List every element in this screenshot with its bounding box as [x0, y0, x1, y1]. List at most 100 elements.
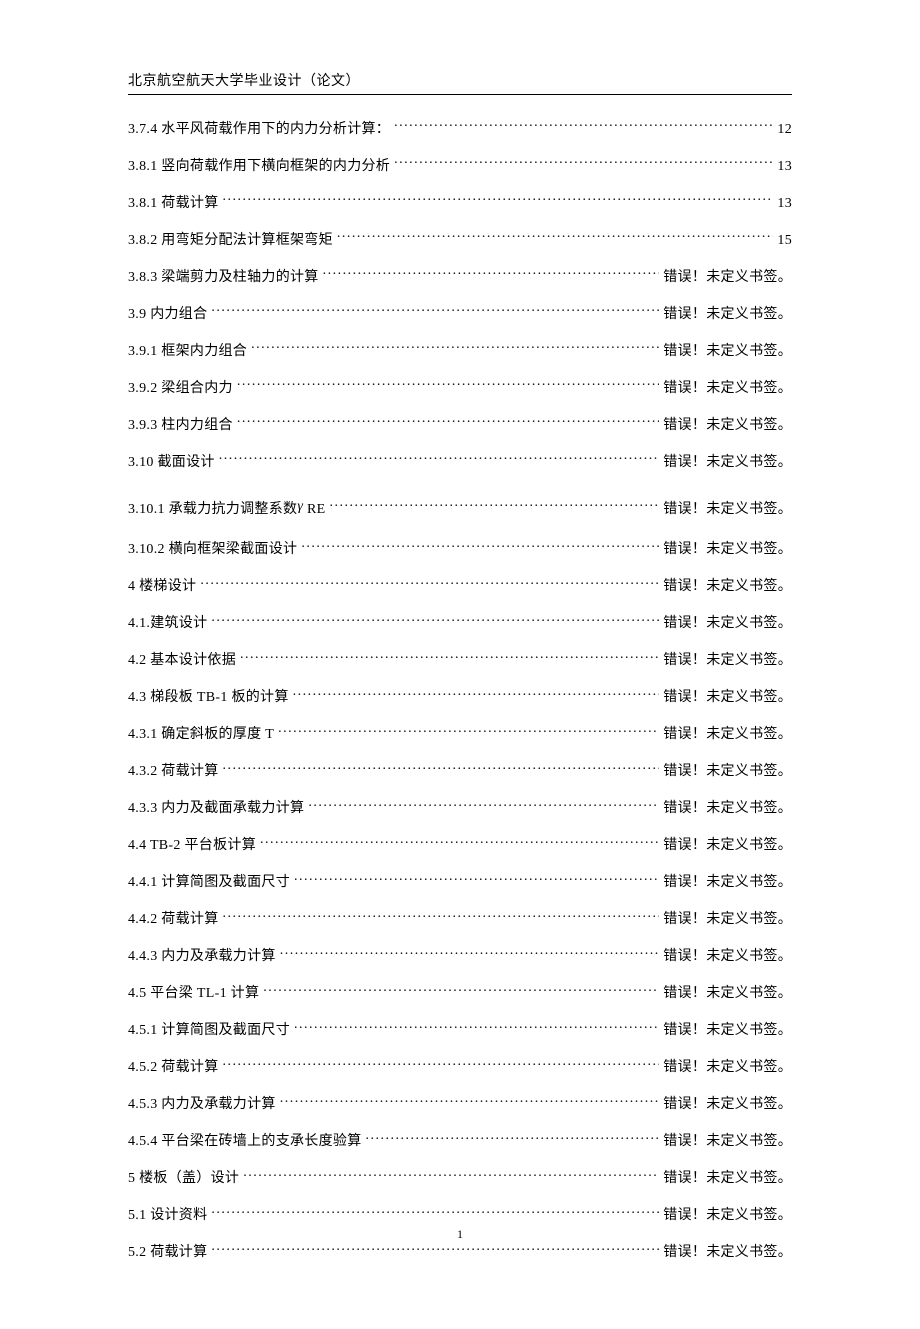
toc-entry: 4.3.3 内力及截面承载力计算 错误！未定义书签。 — [128, 798, 792, 819]
toc-entry-label: 4 楼梯设计 — [128, 577, 196, 597]
toc-leader-dots — [223, 193, 774, 207]
toc-entry: 4.3.1 确定斜板的厚度 T错误！未定义书签。 — [128, 724, 792, 745]
toc-entry-label: 4.2 基本设计依据 — [128, 651, 236, 671]
toc-entry: 3.7.4 水平风荷载作用下的内力分析计算： 12 — [128, 119, 792, 140]
toc-entry: 4.5.2 荷载计算 错误！未定义书签。 — [128, 1057, 792, 1078]
toc-entry: 3.8.1 荷载计算13 — [128, 193, 792, 214]
toc-entry: 4.2 基本设计依据 错误！未定义书签。 — [128, 650, 792, 671]
toc-leader-dots — [211, 1242, 659, 1256]
toc-entry-page: 错误！未定义书签。 — [663, 500, 792, 520]
toc-leader-dots — [394, 156, 773, 170]
toc-entry-page: 错误！未定义书签。 — [663, 1169, 792, 1189]
toc-entry-page: 错误！未定义书签。 — [663, 540, 792, 560]
toc-entry-page: 15 — [777, 231, 792, 251]
table-of-contents: 3.7.4 水平风荷载作用下的内力分析计算： 12 3.8.1 竖向荷载作用下横向框… — [128, 119, 792, 1279]
toc-entry-label: 4.5.3 内力及承载力计算 — [128, 1095, 276, 1115]
toc-entry-page: 错误！未定义书签。 — [663, 984, 792, 1004]
toc-entry-label-suffix: RE — [303, 502, 325, 517]
toc-entry: 4.4 TB-2 平台板计算错误！未定义书签。 — [128, 835, 792, 856]
toc-entry: 3.8.2 用弯矩分配法计算框架弯矩 15 — [128, 230, 792, 251]
toc-leader-dots — [223, 909, 660, 923]
toc-entry-page: 13 — [777, 194, 792, 214]
toc-entry-page: 错误！未定义书签。 — [663, 651, 792, 671]
toc-entry-label: 3.10 截面设计 — [128, 453, 215, 473]
toc-entry-page: 错误！未定义书签。 — [663, 379, 792, 399]
toc-entry-page: 错误！未定义书签。 — [663, 910, 792, 930]
toc-leader-dots — [237, 415, 659, 429]
toc-entry: 4.5.1 计算简图及截面尺寸错误！未定义书签。 — [128, 1020, 792, 1041]
toc-entry-label: 4.5.4 平台梁在砖墙上的支承长度验算 — [128, 1132, 362, 1152]
header-title: 北京航空航天大学毕业设计（论文） — [128, 70, 792, 90]
toc-leader-dots — [219, 452, 660, 466]
toc-leader-dots — [294, 1020, 659, 1034]
toc-entry: 3.10.2 横向框架梁截面设计 错误！未定义书签。 — [128, 539, 792, 560]
toc-entry: 3.8.3 梁端剪力及柱轴力的计算错误！未定义书签。 — [128, 267, 792, 288]
toc-entry: 5.2 荷载计算 错误！未定义书签。 — [128, 1242, 792, 1263]
toc-entry: 4.5.3 内力及承载力计算 错误！未定义书签。 — [128, 1094, 792, 1115]
toc-entry: 4.3.2 荷载计算 错误！未定义书签。 — [128, 761, 792, 782]
toc-entry: 3.8.1 竖向荷载作用下横向框架的内力分析13 — [128, 156, 792, 177]
toc-entry-page: 12 — [777, 120, 792, 140]
toc-entry: 4.4.2 荷载计算 错误！未定义书签。 — [128, 909, 792, 930]
toc-entry-label: 5.1 设计资料 — [128, 1206, 207, 1226]
toc-entry-label: 4.4.1 计算简图及截面尺寸 — [128, 873, 290, 893]
toc-entry: 3.10 截面设计错误！未定义书签。 — [128, 452, 792, 473]
header-divider — [128, 94, 792, 95]
toc-entry-label: 4.4.3 内力及承载力计算 — [128, 947, 276, 967]
toc-leader-dots — [237, 378, 659, 392]
toc-entry-page: 错误！未定义书签。 — [663, 1095, 792, 1115]
toc-entry-page: 错误！未定义书签。 — [663, 416, 792, 436]
toc-entry-page: 错误！未定义书签。 — [663, 342, 792, 362]
toc-leader-dots — [211, 1205, 659, 1219]
toc-entry-page: 错误！未定义书签。 — [663, 762, 792, 782]
toc-leader-dots — [240, 650, 659, 664]
toc-entry-label: 5.2 荷载计算 — [128, 1243, 207, 1263]
toc-entry: 4.4.1 计算简图及截面尺寸 错误！未定义书签。 — [128, 872, 792, 893]
toc-entry-page: 13 — [777, 157, 792, 177]
toc-entry-label: 4.1.建筑设计 — [128, 614, 207, 634]
toc-entry-page: 错误！未定义书签。 — [663, 1132, 792, 1152]
toc-entry: 5 楼板（盖）设计 错误！未定义书签。 — [128, 1168, 792, 1189]
gamma-symbol-icon: γ — [297, 499, 303, 514]
toc-entry-page: 错误！未定义书签。 — [663, 268, 792, 288]
toc-leader-dots — [211, 613, 659, 627]
page-container: 北京航空航天大学毕业设计（论文） 3.7.4 水平风荷载作用下的内力分析计算： 1… — [0, 0, 920, 1329]
toc-entry-page: 错误！未定义书签。 — [663, 1058, 792, 1078]
toc-entry: 3.9.1 框架内力组合 错误！未定义书签。 — [128, 341, 792, 362]
toc-entry-label: 3.9.2 梁组合内力 — [128, 379, 233, 399]
toc-entry-label: 3.10.1 承载力抗力调整系数γ RE — [128, 500, 325, 520]
toc-entry: 4.4.3 内力及承载力计算错误！未定义书签。 — [128, 946, 792, 967]
toc-leader-dots — [280, 1094, 660, 1108]
toc-entry: 3.10.1 承载力抗力调整系数γ RE 错误！未定义书签。 — [128, 499, 792, 520]
toc-leader-dots — [323, 267, 660, 281]
toc-leader-dots — [308, 798, 659, 812]
toc-entry-label: 5 楼板（盖）设计 — [128, 1169, 239, 1189]
toc-leader-dots — [211, 304, 659, 318]
toc-leader-dots — [366, 1131, 660, 1145]
toc-entry-page: 错误！未定义书签。 — [663, 688, 792, 708]
toc-leader-dots — [223, 761, 660, 775]
toc-entry-page: 错误！未定义书签。 — [663, 1206, 792, 1226]
toc-entry-label: 3.7.4 水平风荷载作用下的内力分析计算： — [128, 120, 390, 140]
toc-entry-label: 4.5.2 荷载计算 — [128, 1058, 219, 1078]
toc-entry-page: 错误！未定义书签。 — [663, 873, 792, 893]
toc-entry: 3.9 内力组合错误！未定义书签。 — [128, 304, 792, 325]
toc-entry: 4.5 平台梁 TL-1 计算错误！未定义书签。 — [128, 983, 792, 1004]
toc-entry-label: 4.3.3 内力及截面承载力计算 — [128, 799, 304, 819]
toc-entry-label: 4.3.2 荷载计算 — [128, 762, 219, 782]
toc-entry-label: 3.9.3 柱内力组合 — [128, 416, 233, 436]
toc-entry-label: 3.10.2 横向框架梁截面设计 — [128, 540, 297, 560]
toc-leader-dots — [278, 724, 659, 738]
toc-leader-dots — [251, 341, 659, 355]
toc-leader-dots — [394, 119, 773, 133]
toc-entry: 3.9.2 梁组合内力 错误！未定义书签。 — [128, 378, 792, 399]
toc-entry: 4 楼梯设计 错误！未定义书签。 — [128, 576, 792, 597]
toc-leader-dots — [280, 946, 660, 960]
toc-entry-label: 3.9.1 框架内力组合 — [128, 342, 247, 362]
toc-entry-label: 3.8.2 用弯矩分配法计算框架弯矩 — [128, 231, 333, 251]
toc-entry-page: 错误！未定义书签。 — [663, 799, 792, 819]
toc-entry-label: 4.4.2 荷载计算 — [128, 910, 219, 930]
toc-entry-page: 错误！未定义书签。 — [663, 1243, 792, 1263]
toc-entry-page: 错误！未定义书签。 — [663, 836, 792, 856]
toc-entry-page: 错误！未定义书签。 — [663, 577, 792, 597]
